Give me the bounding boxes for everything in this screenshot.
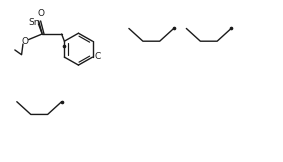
Text: O: O (22, 37, 29, 46)
Text: C: C (94, 52, 101, 61)
Text: Sn: Sn (28, 18, 40, 27)
Text: O: O (37, 9, 44, 18)
